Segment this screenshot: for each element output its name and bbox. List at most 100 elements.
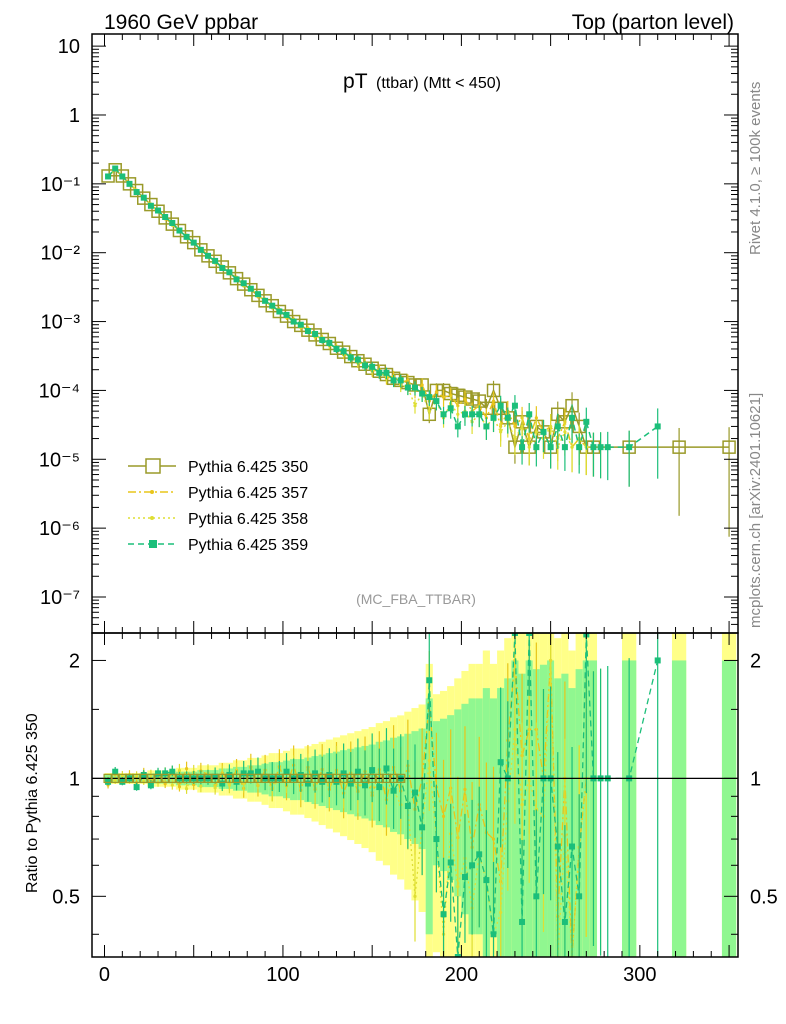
y-tick-label: 10⁻³ xyxy=(41,312,81,334)
series-359-marker xyxy=(133,189,140,196)
series-359-marker xyxy=(283,311,290,318)
series-359-marker xyxy=(290,318,297,325)
series-350-ratio-marker xyxy=(353,773,363,783)
series-358-ratio-marker xyxy=(120,774,124,778)
series-359-marker xyxy=(262,297,269,304)
series-359-ratio-marker xyxy=(461,874,468,881)
series-359-ratio-marker xyxy=(340,770,347,777)
series-350-ratio-marker xyxy=(196,773,206,783)
series-359-ratio-marker xyxy=(412,789,418,796)
series-359-marker xyxy=(183,233,190,240)
series-359-ratio-marker xyxy=(369,767,376,774)
series-359-ratio-marker xyxy=(426,677,433,684)
series-359-ratio-marker xyxy=(526,633,533,636)
series-359-marker xyxy=(583,418,590,425)
ratio-series-group xyxy=(92,633,738,957)
series-359-marker xyxy=(447,405,454,412)
series-350-ratio-marker xyxy=(310,773,320,783)
series-359-marker xyxy=(219,264,226,271)
series-350-ratio-marker xyxy=(189,773,199,783)
plot-title-sub: (ttbar) (Mtt < 450) xyxy=(376,75,501,92)
series-359-ratio-marker xyxy=(169,768,176,775)
series-350-ratio-marker xyxy=(217,773,227,783)
x-tick-label: 300 xyxy=(623,964,656,986)
series-359-marker xyxy=(554,423,561,430)
series-350-ratio-marker xyxy=(174,773,185,783)
series-359-marker xyxy=(269,302,276,309)
series-357-ratio-line xyxy=(107,660,587,957)
series-350-ratio-marker xyxy=(246,773,256,783)
series-350-marker xyxy=(294,318,308,333)
series-359-ratio-marker xyxy=(247,770,254,777)
series-358-marker xyxy=(549,424,553,429)
series-358-line xyxy=(107,169,601,450)
series-359-marker xyxy=(433,398,440,405)
series-350-ratio-marker xyxy=(153,773,163,783)
series-358-ratio-marker xyxy=(413,894,417,898)
series-357-marker xyxy=(491,399,496,403)
series-350-ratio-marker xyxy=(231,773,242,783)
series-358-marker xyxy=(499,430,503,434)
series-358-ratio-marker xyxy=(427,758,431,763)
series-359-marker xyxy=(454,423,461,430)
series-350-ratio-marker xyxy=(224,773,235,783)
series-359-marker xyxy=(155,207,162,214)
series-359-marker xyxy=(354,356,361,363)
series-359-marker xyxy=(369,363,376,370)
series-359-ratio-marker xyxy=(133,784,140,791)
series-359-marker xyxy=(147,202,154,209)
series-359-marker xyxy=(483,423,490,430)
series-359-marker xyxy=(312,330,319,337)
series-359-marker xyxy=(469,411,476,418)
series-357-marker xyxy=(456,404,460,408)
series-358-ratio-marker xyxy=(213,786,217,790)
series-359-marker xyxy=(233,276,240,283)
series-358-ratio-marker xyxy=(227,783,232,787)
rivet-version-label: Rivet 4.1.0, ≥ 100k events xyxy=(747,82,764,255)
series-350-ratio-marker xyxy=(324,773,334,783)
series-358-ratio-marker xyxy=(184,787,189,791)
series-350-ratio-marker xyxy=(260,773,270,783)
series-359-marker xyxy=(590,444,597,451)
series-359-ratio-marker xyxy=(362,782,369,789)
series-357-marker xyxy=(441,395,446,399)
series-359-ratio-marker xyxy=(254,768,261,775)
series-359-ratio-marker xyxy=(490,931,497,938)
series-350-ratio-marker xyxy=(203,773,213,783)
series-359-marker xyxy=(561,444,568,451)
series-359-marker xyxy=(511,402,518,409)
series-358-marker xyxy=(570,445,574,449)
series-359-ratio-marker xyxy=(219,780,226,787)
legend-marker xyxy=(150,516,154,520)
series-359-ratio-marker xyxy=(576,893,583,900)
legend-label: Pythia 6.425 358 xyxy=(188,511,308,528)
series-358-ratio-marker xyxy=(513,727,517,732)
series-359-ratio-marker xyxy=(376,784,383,791)
series-359-ratio-marker xyxy=(383,765,390,772)
series-350-marker xyxy=(672,440,686,454)
series-350-marker xyxy=(722,440,736,454)
series-350-ratio-marker xyxy=(181,773,192,783)
x-tick-label: 200 xyxy=(445,964,478,986)
series-359-marker xyxy=(490,414,497,421)
header-process: Top (parton level) xyxy=(572,11,734,34)
series-359-ratio-marker xyxy=(283,768,290,775)
series-350-ratio-marker xyxy=(281,773,292,783)
series-359-ratio-marker xyxy=(440,911,447,918)
series-359-ratio-marker xyxy=(162,770,169,777)
series-359-marker xyxy=(426,394,433,401)
series-350-ratio-marker xyxy=(331,773,342,783)
series-350-ratio-marker xyxy=(253,773,263,783)
series-359-ratio-marker xyxy=(304,780,311,787)
ratio-tick-label-left: 0.5 xyxy=(52,886,80,908)
series-357-ratio-marker xyxy=(177,785,182,789)
series-359-marker xyxy=(362,362,369,369)
y-tick-label: 10⁻¹ xyxy=(41,174,81,196)
series-359-ratio-marker xyxy=(469,862,476,869)
series-359-marker xyxy=(304,327,311,334)
legend: Pythia 6.425 350 Pythia 6.425 357 Pythia 6… xyxy=(128,458,308,554)
series-350-ratio-marker xyxy=(146,773,156,783)
series-350-marker xyxy=(322,336,337,351)
series-350-ratio-marker xyxy=(160,773,170,783)
series-359-marker xyxy=(212,257,219,264)
